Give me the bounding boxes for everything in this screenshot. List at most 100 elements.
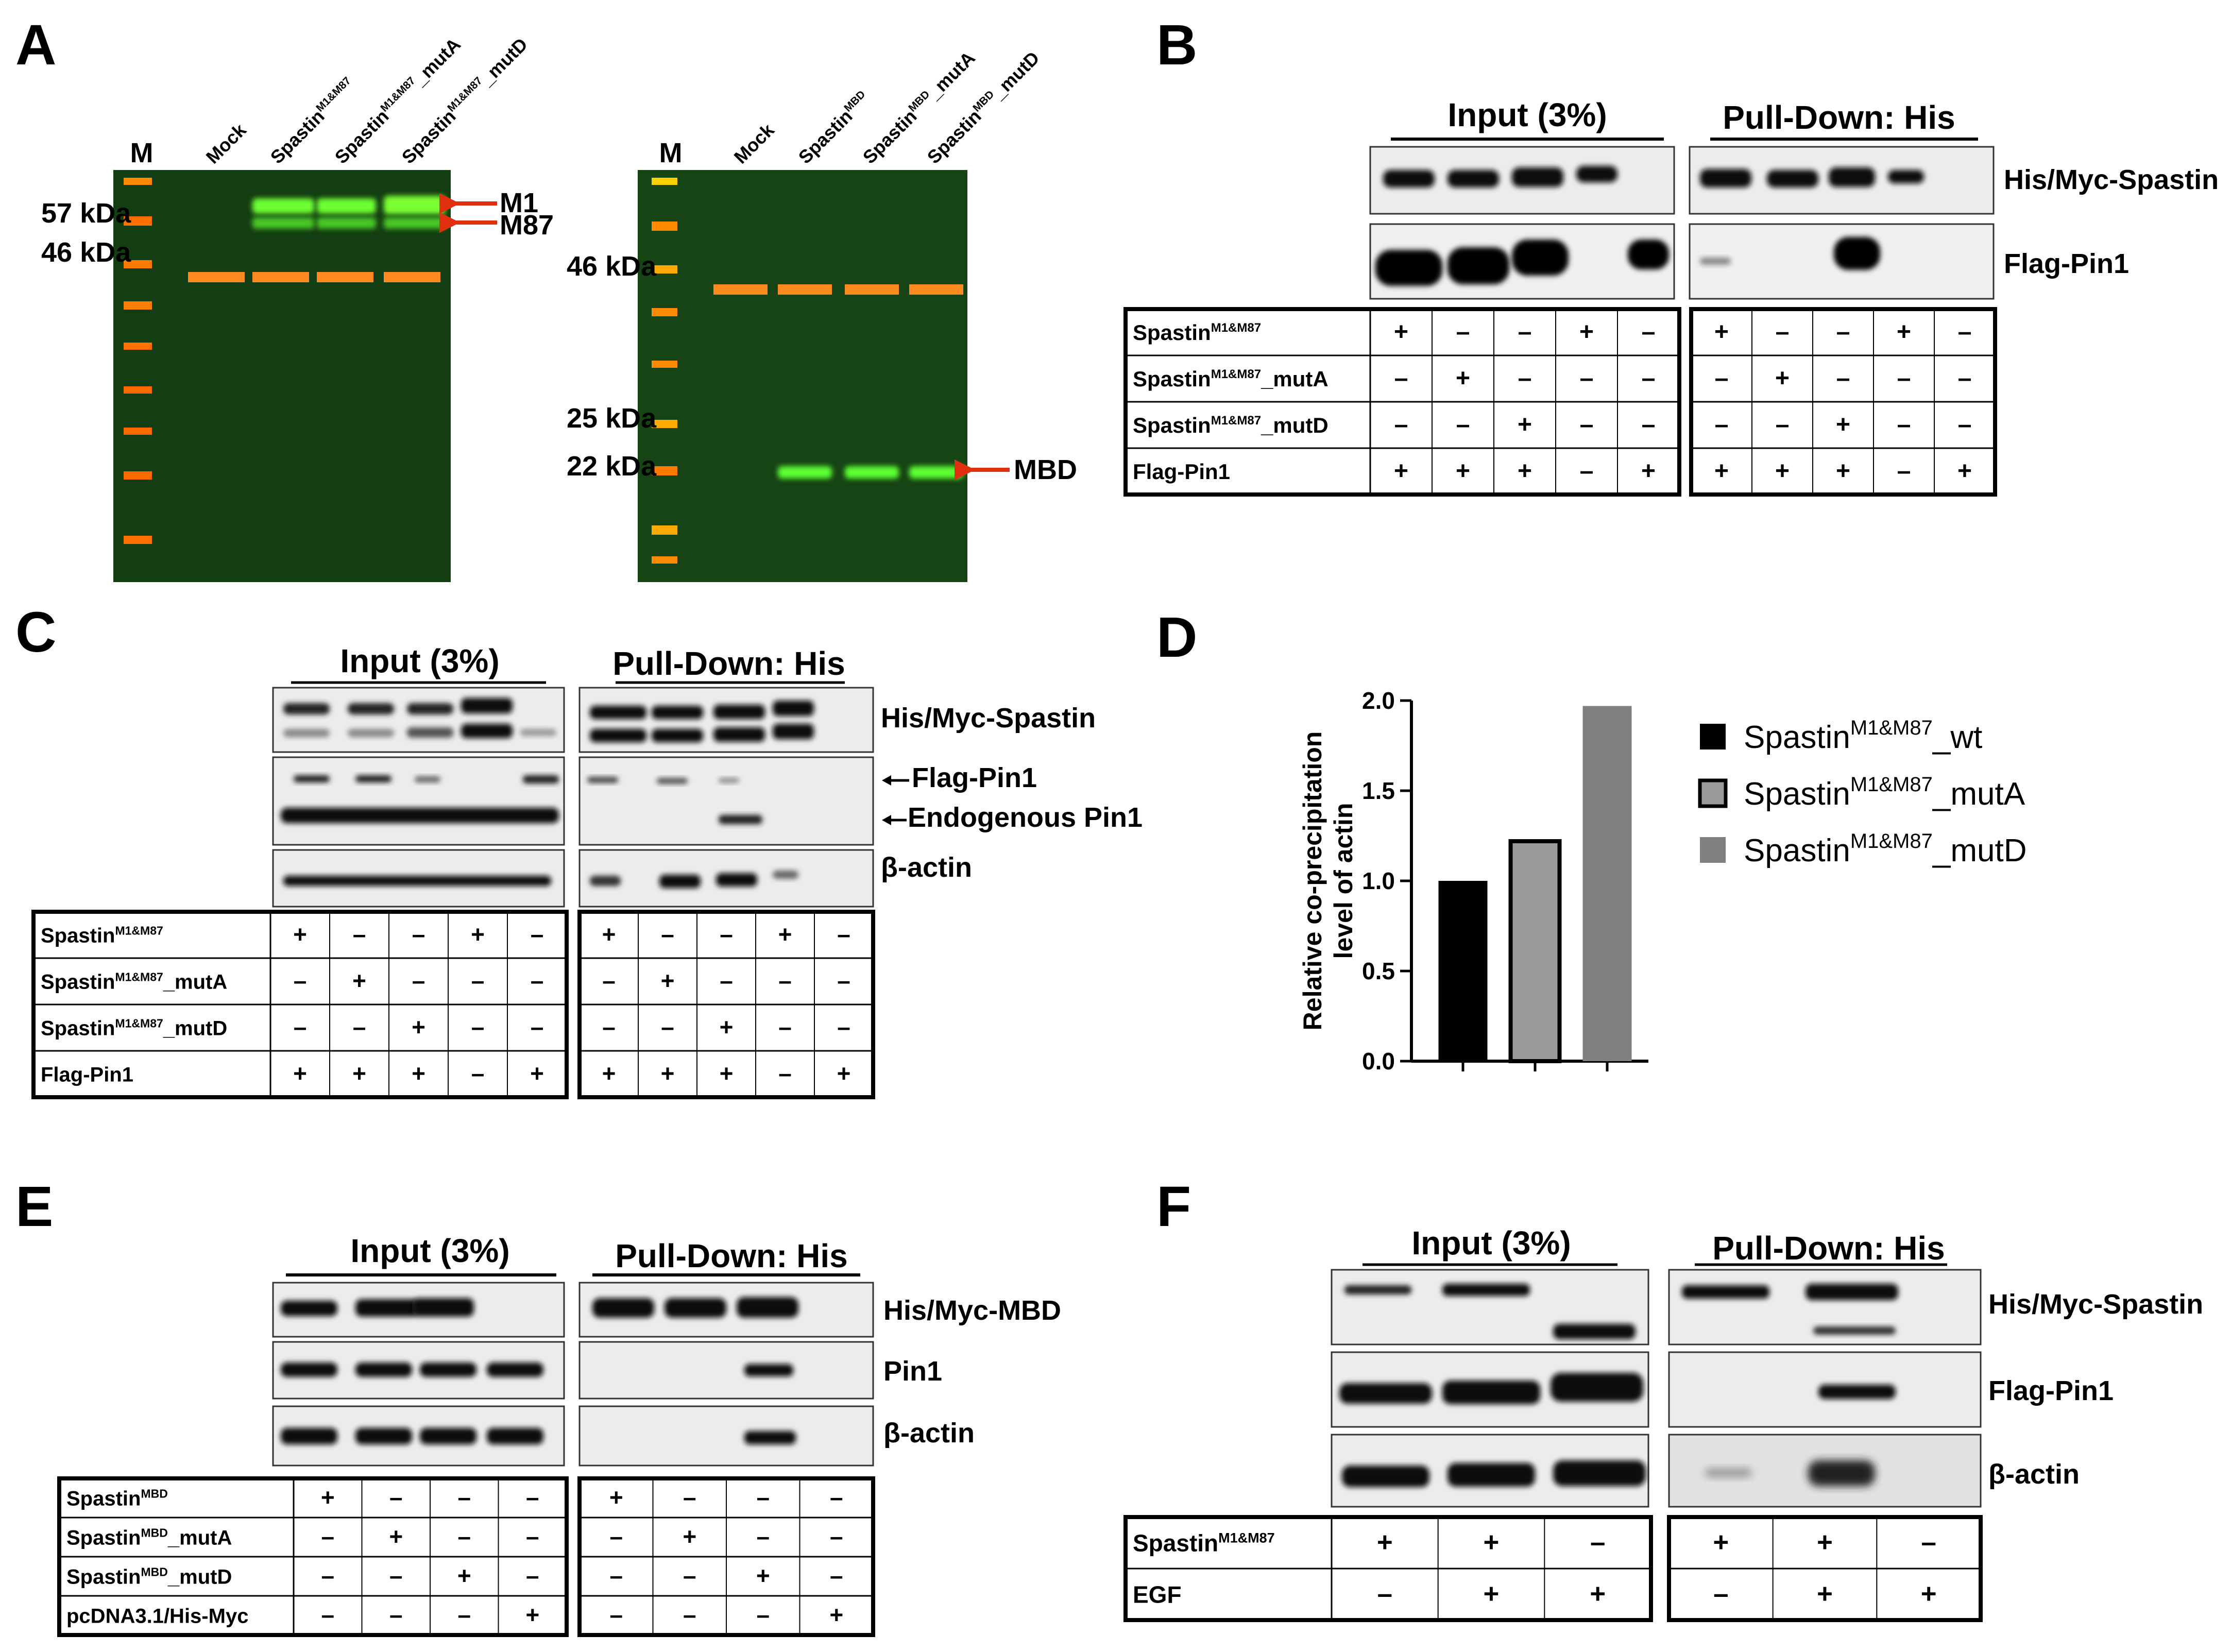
input-cell: – bbox=[389, 1484, 403, 1510]
pulldown-cell: + bbox=[720, 1013, 734, 1040]
y-tick-label: 2.0 bbox=[1362, 687, 1395, 714]
row-label: SpastinM1&M87 bbox=[1133, 1530, 1275, 1557]
bar-3 bbox=[1582, 706, 1632, 1061]
pulldown-cell: – bbox=[661, 921, 674, 947]
input-cell: – bbox=[526, 1484, 539, 1510]
input-cell: – bbox=[531, 921, 544, 947]
mw-label-25: 25 kDa bbox=[567, 403, 657, 434]
pulldown-cell: – bbox=[778, 1060, 792, 1086]
row-label: SpastinM1&M87_mutD bbox=[1133, 413, 1329, 437]
pulldown-cell: – bbox=[1776, 318, 1790, 346]
pulldown-cell: + bbox=[1775, 364, 1790, 392]
input-cell: + bbox=[1456, 457, 1470, 485]
blot-label-flag-pin1-f: Flag-Pin1 bbox=[1988, 1375, 2114, 1406]
input-cell: + bbox=[321, 1484, 335, 1510]
input-cell: – bbox=[321, 1601, 334, 1628]
blot-label-his-myc-spastin-c: His/Myc-Spastin bbox=[881, 703, 1096, 734]
input-cell: – bbox=[353, 1013, 366, 1040]
gel-1-bands bbox=[188, 196, 446, 282]
input-cell: – bbox=[1518, 364, 1532, 392]
input-cell: + bbox=[293, 921, 307, 947]
pulldown-cell: + bbox=[1775, 457, 1790, 485]
input-cell: – bbox=[1456, 318, 1470, 346]
input-cell: – bbox=[1394, 411, 1408, 438]
pulldown-cell: – bbox=[778, 1013, 792, 1040]
pulldown-cell: + bbox=[1897, 318, 1911, 346]
input-cell: + bbox=[412, 1060, 425, 1086]
input-cell: + bbox=[471, 921, 485, 947]
legend-label: SpastinM1&M87_wt bbox=[1744, 717, 1982, 755]
pulldown-cell: – bbox=[683, 1562, 696, 1589]
panel-a: M Mock SpastinM1&M87SpastinM1&M87_mutASpa… bbox=[41, 33, 1077, 582]
row-label: EGF bbox=[1133, 1581, 1182, 1608]
blot-c-input-pin1 bbox=[272, 756, 565, 846]
input-cell: – bbox=[389, 1601, 403, 1628]
pulldown-cell: – bbox=[1958, 318, 1972, 346]
pulldown-cell: – bbox=[830, 1484, 843, 1510]
condition-table-f: SpastinM1&M87 + + – + + – EGF – + + – + + bbox=[1123, 1515, 1983, 1622]
pulldown-cell: – bbox=[756, 1523, 770, 1549]
input-cell: – bbox=[471, 1060, 485, 1086]
panel-d-chart: 0.0 0.5 1.0 1.5 2.0 Relative co-precipitation… bbox=[1298, 687, 2026, 1075]
row-label: SpastinMBD_mutD bbox=[66, 1565, 232, 1588]
pulldown-cell: + bbox=[602, 921, 616, 947]
input-cell: – bbox=[1456, 411, 1470, 438]
blot-label-pin1-e: Pin1 bbox=[883, 1356, 942, 1387]
blot-label-actin-e: β-actin bbox=[883, 1418, 975, 1449]
condition-table-b: SpastinM1&M87 + – – + – + – – + – SpastinM1&M87_mut… bbox=[1123, 307, 1997, 497]
mw-label-22: 22 kDa bbox=[567, 451, 657, 482]
pulldown-cell: + bbox=[720, 1060, 734, 1086]
pulldown-cell: – bbox=[1715, 411, 1729, 438]
input-cell: – bbox=[321, 1562, 334, 1589]
input-cell: – bbox=[1580, 457, 1594, 485]
input-cell: – bbox=[412, 921, 425, 947]
blot-label-actin-c: β-actin bbox=[881, 852, 972, 883]
y-axis-label: Relative co-precipitation bbox=[1298, 731, 1327, 1031]
legend-swatch bbox=[1700, 724, 1726, 750]
y-tick-label: 0.0 bbox=[1362, 1048, 1395, 1075]
pulldown-cell: – bbox=[1958, 411, 1972, 438]
input-cell: + bbox=[412, 1013, 425, 1040]
input-cell: – bbox=[471, 967, 485, 994]
legend-swatch bbox=[1698, 778, 1728, 808]
pulldown-cell: + bbox=[1817, 1579, 1833, 1609]
blot-label-his-myc-spastin-b: His/Myc-Spastin bbox=[2004, 164, 2219, 195]
pulldown-cell: – bbox=[837, 921, 850, 947]
row-label: SpastinM1&M87 bbox=[41, 924, 163, 947]
pulldown-cell: – bbox=[1836, 318, 1850, 346]
pulldown-cell: – bbox=[1897, 411, 1911, 438]
bar-chart: 0.0 0.5 1.0 1.5 2.0 Relative co-precipitation… bbox=[1298, 687, 2026, 1075]
pulldown-cell: – bbox=[837, 1013, 850, 1040]
input-cell: – bbox=[457, 1601, 471, 1628]
pulldown-cell: – bbox=[1713, 1579, 1728, 1609]
pulldown-cell: – bbox=[830, 1523, 843, 1549]
pulldown-cell: + bbox=[609, 1484, 623, 1510]
pulldown-cell: – bbox=[720, 921, 733, 947]
row-label: SpastinM1&M87_mutA bbox=[1133, 367, 1329, 391]
arrow-label-mbd: MBD bbox=[1014, 454, 1077, 485]
lane-label-text: SpastinM1&M87_mutA bbox=[331, 33, 465, 167]
pulldown-cell: + bbox=[1921, 1579, 1937, 1609]
row-label: SpastinM1&M87_mutD bbox=[41, 1016, 227, 1040]
input-cell: – bbox=[531, 1013, 544, 1040]
pulldown-cell: – bbox=[1776, 411, 1790, 438]
row-label: Flag-Pin1 bbox=[1133, 459, 1230, 484]
input-cell: – bbox=[526, 1523, 539, 1549]
input-cell: + bbox=[389, 1523, 403, 1549]
header-pulldown-e: Pull-Down: His bbox=[615, 1237, 848, 1274]
pulldown-cell: – bbox=[609, 1523, 623, 1549]
blot-c-pd-spastin bbox=[578, 687, 874, 753]
pulldown-cell: – bbox=[830, 1562, 843, 1589]
input-cell: + bbox=[1394, 457, 1408, 485]
input-cell: – bbox=[389, 1562, 403, 1589]
input-cell: + bbox=[1579, 318, 1594, 346]
legend-swatch bbox=[1700, 837, 1726, 863]
pulldown-cell: – bbox=[1958, 364, 1972, 392]
lane-label-text: SpastinMBD_mutD bbox=[923, 47, 1044, 168]
pulldown-cell: + bbox=[683, 1523, 696, 1549]
row-label: SpastinMBD_mutA bbox=[66, 1526, 232, 1549]
row-label: Flag-Pin1 bbox=[41, 1063, 133, 1086]
pulldown-cell: + bbox=[1714, 457, 1729, 485]
pulldown-cell: – bbox=[756, 1601, 770, 1628]
panel-b: Input (3%) Pull-Down: His His/Myc-Spasti… bbox=[1123, 96, 2219, 497]
